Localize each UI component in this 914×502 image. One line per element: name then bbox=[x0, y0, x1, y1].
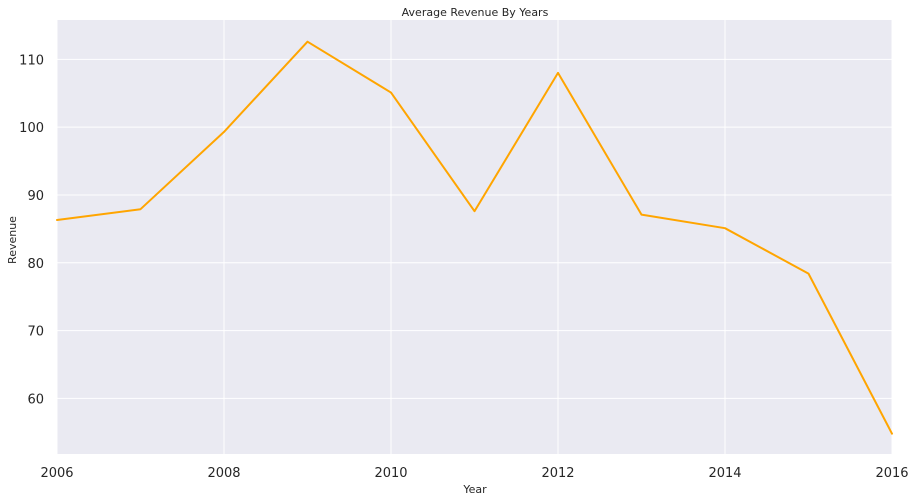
y-tick-label: 70 bbox=[27, 325, 44, 340]
chart-title: Average Revenue By Years bbox=[402, 6, 549, 19]
series-group bbox=[56, 40, 893, 435]
y-tick-label: 60 bbox=[27, 392, 44, 407]
x-tick-label: 2006 bbox=[40, 466, 73, 481]
y-tick-label: 90 bbox=[27, 189, 44, 204]
x-axis-label: Year bbox=[462, 483, 487, 496]
plot-area bbox=[57, 20, 892, 454]
y-tick-label: 110 bbox=[19, 53, 44, 68]
x-tick-label: 2008 bbox=[207, 466, 240, 481]
x-tick-label: 2010 bbox=[374, 466, 407, 481]
x-tick-label: 2016 bbox=[875, 466, 908, 481]
series-line bbox=[56, 40, 893, 435]
x-tick-label: 2012 bbox=[541, 466, 574, 481]
y-tick-label: 80 bbox=[27, 257, 44, 272]
y-axis-label: Revenue bbox=[6, 216, 19, 264]
y-axis-ticks: 60 70 80 90 100 110 bbox=[19, 53, 44, 407]
x-axis-ticks: 2006 2008 2010 2012 2014 2016 bbox=[40, 466, 908, 481]
y-tick-label: 100 bbox=[19, 121, 44, 136]
x-tick-label: 2014 bbox=[708, 466, 741, 481]
